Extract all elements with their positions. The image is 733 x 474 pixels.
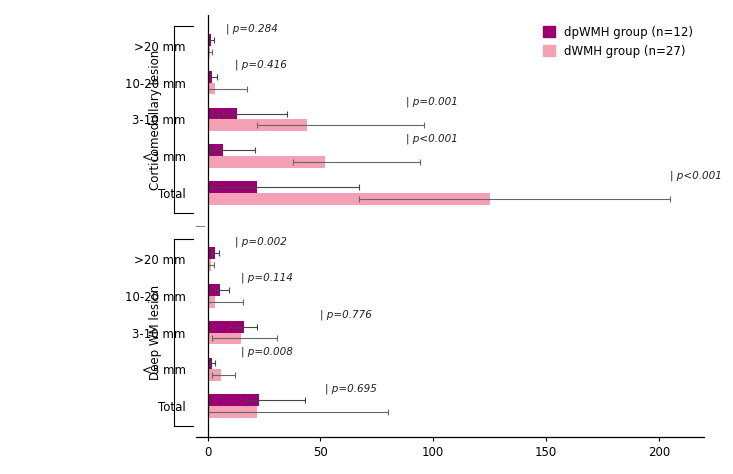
Text: | p=0.776: | p=0.776	[320, 310, 372, 320]
Text: | p=0.001: | p=0.001	[406, 97, 458, 107]
Bar	[207, 82, 216, 94]
Bar	[207, 259, 211, 271]
Bar	[207, 71, 212, 82]
Bar	[207, 284, 220, 296]
Text: | p=0.002: | p=0.002	[235, 236, 287, 246]
Bar	[207, 369, 221, 381]
Text: | p=0.008: | p=0.008	[241, 346, 293, 357]
Text: Corticomedullary lesion: Corticomedullary lesion	[150, 49, 163, 190]
Text: | p=0.114: | p=0.114	[241, 273, 293, 283]
Bar	[207, 394, 259, 406]
Text: Deep WM lesion: Deep WM lesion	[150, 285, 163, 380]
Bar	[207, 46, 210, 58]
Bar	[207, 119, 307, 131]
Bar	[207, 247, 216, 259]
Text: | p<0.001: | p<0.001	[670, 170, 722, 181]
Bar	[207, 145, 224, 156]
Bar	[207, 156, 325, 168]
Text: | p<0.001: | p<0.001	[406, 133, 458, 144]
Text: | p=0.416: | p=0.416	[235, 60, 287, 70]
Bar	[207, 357, 212, 369]
Bar	[207, 406, 257, 418]
Bar	[207, 333, 241, 344]
Bar	[207, 34, 211, 46]
Bar	[207, 108, 237, 119]
Text: | p=0.284: | p=0.284	[226, 23, 278, 34]
Bar	[207, 181, 257, 193]
Text: | p=0.695: | p=0.695	[325, 383, 377, 393]
Bar	[207, 321, 243, 333]
Bar	[207, 193, 490, 205]
Legend: dpWMH group (n=12), dWMH group (n=27): dpWMH group (n=12), dWMH group (n=27)	[539, 21, 698, 62]
Bar	[207, 296, 216, 308]
